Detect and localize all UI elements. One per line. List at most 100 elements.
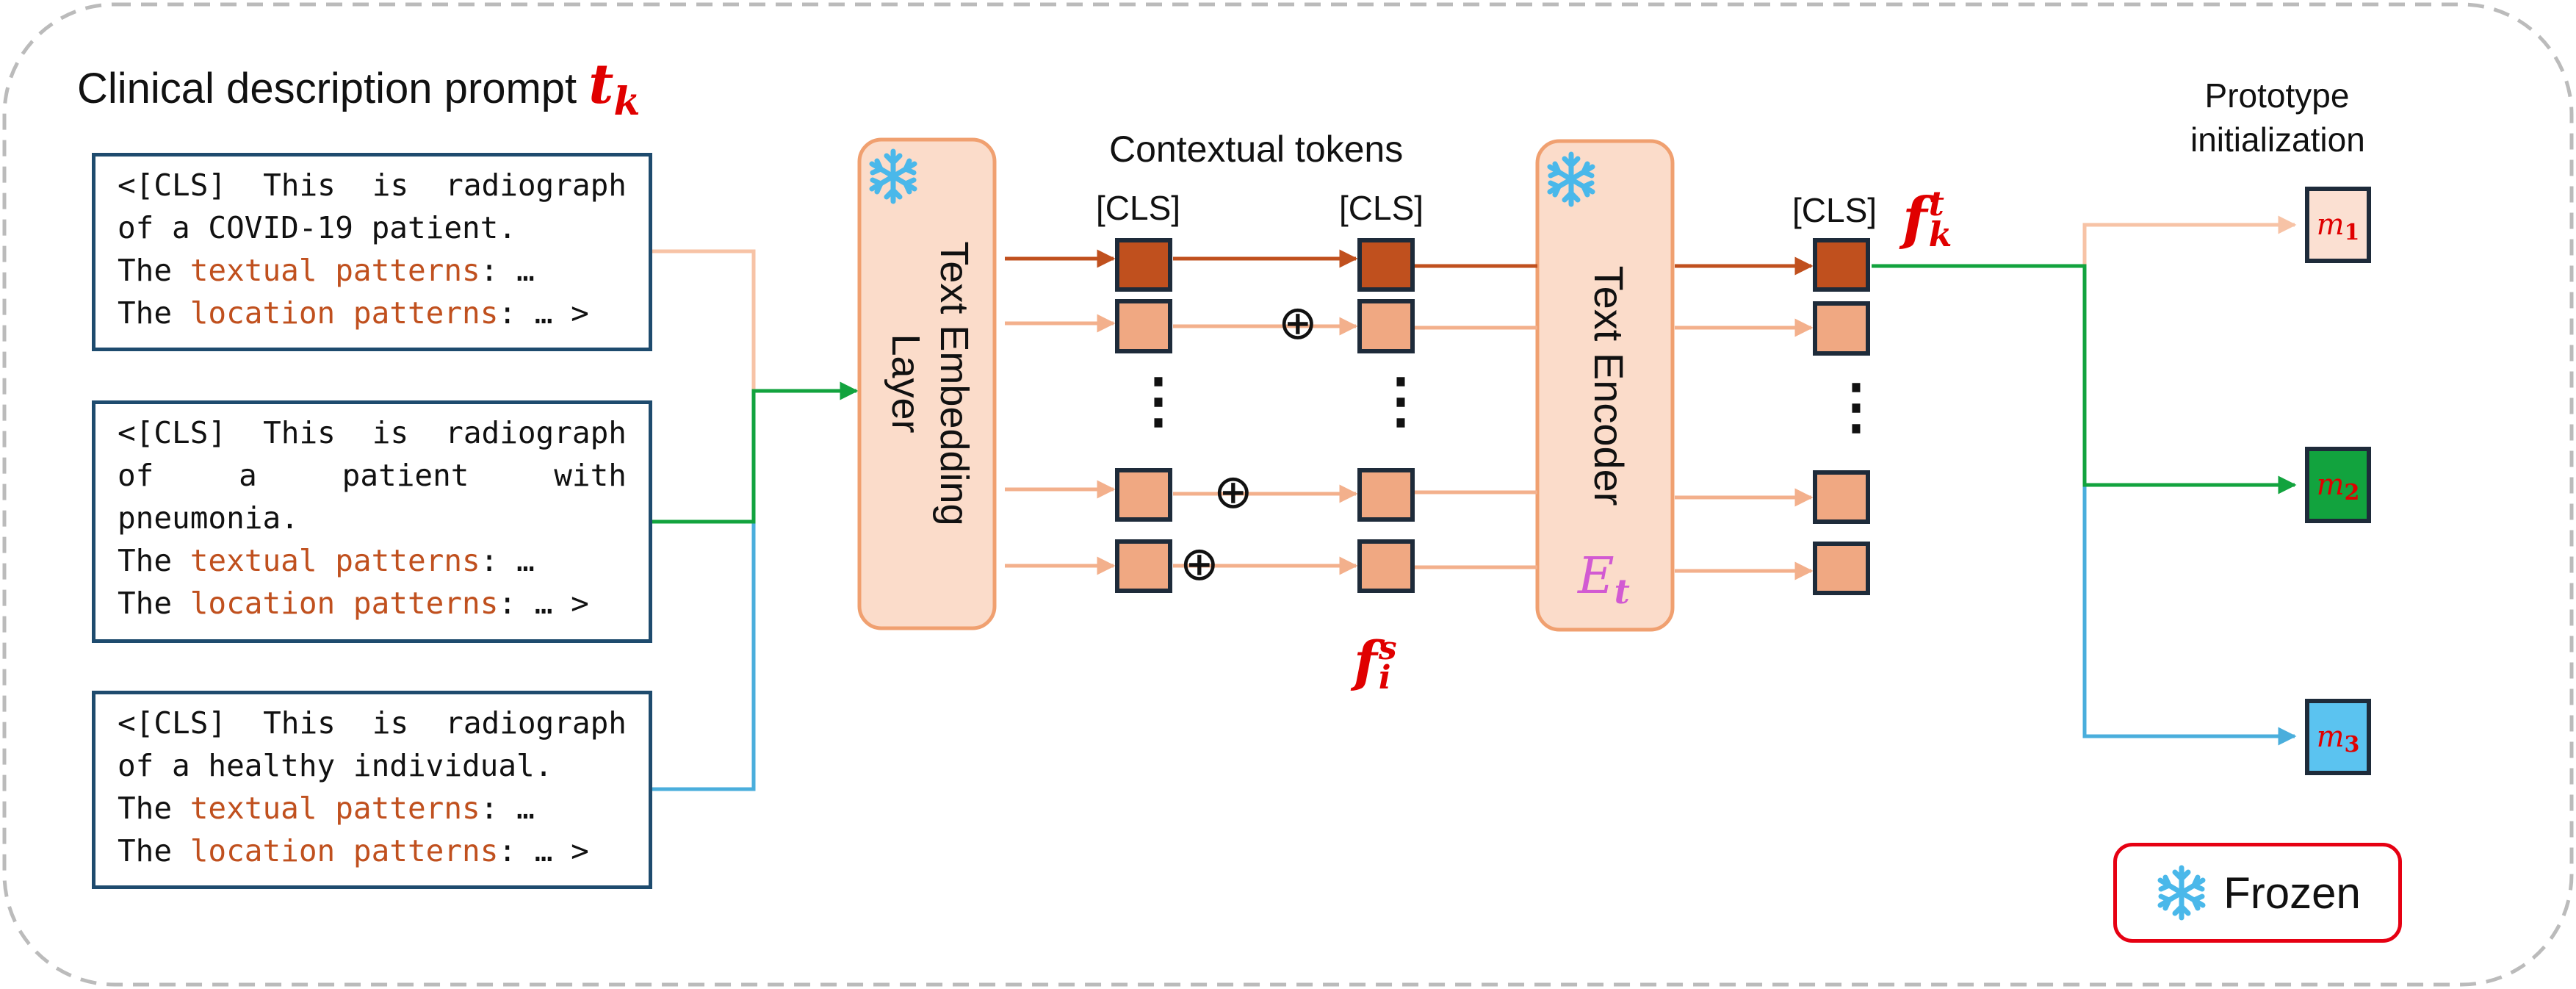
prompt-highlight: location patterns (190, 833, 499, 868)
snowflake-icon (2157, 865, 2206, 921)
prompt-box-healthy: <[CLS] This is radiograph of a healthy indiv… (92, 691, 652, 889)
prompt-text: pneumonia. (118, 500, 299, 536)
prompt-text: The (118, 253, 190, 288)
prompt-text: : … (480, 253, 535, 288)
prompt-line: of a COVID-19 patient. (118, 206, 627, 249)
prompt-box-covid: <[CLS] This is radiograph of a COVID-19 pati… (92, 153, 652, 351)
connector-out-green (1872, 264, 2297, 495)
cls-label-column2: [CLS] (1339, 189, 1424, 227)
ellipsis-column2: ⋮ (1371, 367, 1431, 434)
token-c2-cls (1357, 238, 1415, 292)
prompt-text: : … > (498, 295, 589, 331)
sum-symbol-row3: ⊕ (1213, 465, 1253, 518)
prompt-line: <[CLS] This is radiograph (118, 164, 627, 206)
prompt-line: <[CLS] This is radiograph (118, 702, 627, 744)
prompt-highlight: textual patterns (190, 543, 480, 578)
prompt-word: This (263, 705, 336, 741)
encoder-symbol: Et (1578, 547, 1630, 611)
prompt-line: The location patterns: … > (118, 582, 627, 625)
prompt-text: The (118, 833, 190, 868)
prompt-text: of a healthy individual. (118, 748, 553, 783)
prototype-heading-line1: Prototype (2204, 76, 2350, 115)
token-c3-row2 (1813, 301, 1870, 356)
token-c1-row3 (1115, 468, 1172, 522)
prompt-text: of a COVID-19 patient. (118, 210, 517, 245)
token-c3-row4 (1813, 542, 1870, 595)
ellipsis-output: ⋮ (1826, 373, 1886, 440)
diagram-title: Clinical description prompt tk (77, 53, 641, 124)
prompt-word: with (554, 458, 627, 493)
prompt-box-pneumonia: <[CLS] This is radiograph of a patient with pneu… (92, 400, 652, 643)
text-embedding-line1: Text Embedding (932, 241, 976, 526)
sum-symbol-row2: ⊕ (1278, 296, 1318, 349)
text-embedding-layer-label: Text Embedding Layer (876, 148, 978, 619)
prompt-word: <[CLS] (118, 168, 227, 203)
prompt-line: of a healthy individual. (118, 744, 627, 787)
prompt-highlight: textual patterns (190, 253, 480, 288)
prompt-word: is (372, 168, 409, 203)
prototype-heading-line2: initialization (2190, 121, 2365, 159)
prompt-line: <[CLS] This is radiograph (118, 411, 627, 454)
prompt-word: is (372, 705, 409, 741)
token-c3-cls (1813, 238, 1870, 292)
prompt-word: radiograph (445, 415, 627, 450)
contextual-tokens-label: Contextual tokens (1109, 129, 1404, 170)
text-embedding-layer-block (857, 137, 997, 630)
prompt-line: The textual patterns: … (118, 249, 627, 292)
token-c2-row3 (1357, 468, 1415, 522)
text-embedding-line2: Layer (884, 334, 928, 434)
prompt-highlight: location patterns (190, 295, 499, 331)
connector-out-blue (2082, 266, 2297, 746)
text-encoder-label: Text Encoder (1586, 265, 1632, 506)
title-text: Clinical description prompt (77, 65, 589, 112)
prompt-line: The location patterns: … > (118, 830, 627, 872)
prompt-word: This (263, 168, 336, 203)
cls-label-column1: [CLS] (1096, 189, 1181, 227)
snowflake-icon-embedding (869, 148, 917, 204)
cls-label-output: [CLS] (1792, 191, 1877, 229)
sum-symbol-row4: ⊕ (1180, 537, 1219, 590)
prompt-text: The (118, 791, 190, 826)
token-c1-row2 (1115, 299, 1172, 353)
prompt-text: : … > (498, 586, 589, 621)
prompt-word: is (372, 415, 409, 450)
token-c2-row4 (1357, 539, 1415, 593)
token-c1-cls (1115, 238, 1172, 292)
title-symbol: tk (588, 53, 641, 124)
prompt-word: radiograph (445, 168, 627, 203)
prompt-line: The textual patterns: … (118, 787, 627, 830)
token-c2-row2 (1357, 299, 1415, 353)
prompt-word: This (263, 415, 336, 450)
prompt-word: radiograph (445, 705, 627, 741)
prompt-word: of (118, 458, 154, 493)
prompt-word: <[CLS] (118, 705, 227, 741)
prompt-line: pneumonia. (118, 497, 627, 539)
prompt-line: The textual patterns: … (118, 539, 627, 582)
frozen-legend-label: Frozen (2223, 868, 2361, 918)
ellipsis-column1: ⋮ (1128, 367, 1188, 434)
prompt-highlight: textual patterns (190, 791, 480, 826)
connector-prompt-2 (652, 381, 859, 524)
prompt-text: The (118, 543, 190, 578)
text-encoder-block (1535, 139, 1675, 632)
prototype-heading: Prototype initialization (2190, 73, 2365, 162)
prompt-word: <[CLS] (118, 415, 227, 450)
prompt-text: : … (480, 543, 535, 578)
prompt-highlight: location patterns (190, 586, 499, 621)
prompt-text: : … (480, 791, 535, 826)
prompt-word: a (239, 458, 257, 493)
connector-prompt-3 (652, 391, 756, 791)
connector-prompt-1 (652, 249, 756, 391)
prompt-text: The (118, 295, 190, 331)
token-c1-row4 (1115, 539, 1172, 593)
prompt-line: The location patterns: … > (118, 292, 627, 334)
prompt-text: : … > (498, 833, 589, 868)
snowflake-icon-encoder (1547, 151, 1595, 207)
